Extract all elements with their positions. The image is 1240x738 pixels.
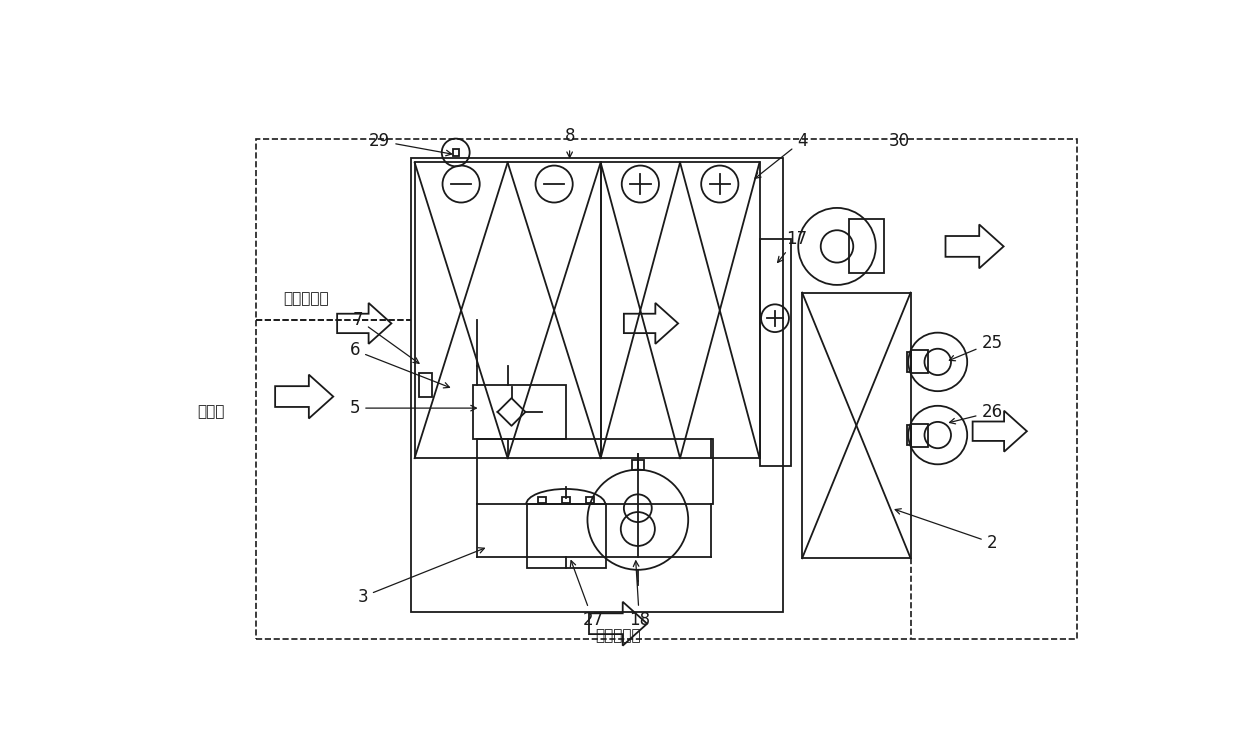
Bar (848, 219, 883, 273)
Bar (600, 162, 759, 458)
Text: 室外风: 室外风 (197, 404, 224, 419)
Bar (802, 292, 910, 558)
Bar (476, 439, 713, 504)
Bar (410, 158, 782, 612)
Text: 第二支路风: 第二支路风 (595, 628, 641, 643)
Text: 3: 3 (357, 548, 485, 606)
Bar (527, 504, 606, 568)
Text: 第一支路风: 第一支路风 (283, 292, 329, 306)
Text: 25: 25 (950, 334, 1003, 361)
Bar (631, 461, 644, 469)
Text: 4: 4 (755, 132, 807, 179)
Text: 30: 30 (888, 132, 910, 150)
Bar (759, 238, 791, 466)
Text: 8: 8 (564, 127, 575, 157)
Bar (910, 424, 928, 446)
Text: 27: 27 (570, 561, 604, 629)
Bar (453, 149, 459, 156)
Bar (538, 497, 546, 503)
Text: 5: 5 (350, 399, 476, 417)
Text: 2: 2 (895, 508, 997, 552)
Bar (414, 162, 600, 458)
Bar (419, 373, 433, 396)
Text: 29: 29 (370, 132, 451, 156)
Bar (255, 139, 1078, 639)
Bar (906, 425, 911, 445)
Text: 26: 26 (950, 403, 1003, 424)
Text: 17: 17 (777, 230, 807, 263)
Bar (562, 497, 569, 503)
Text: 6: 6 (350, 342, 449, 388)
Text: 18: 18 (629, 561, 650, 629)
Text: 7: 7 (353, 311, 419, 363)
Bar (906, 352, 911, 372)
Bar (472, 385, 565, 439)
Bar (910, 351, 928, 373)
Bar (585, 497, 594, 503)
